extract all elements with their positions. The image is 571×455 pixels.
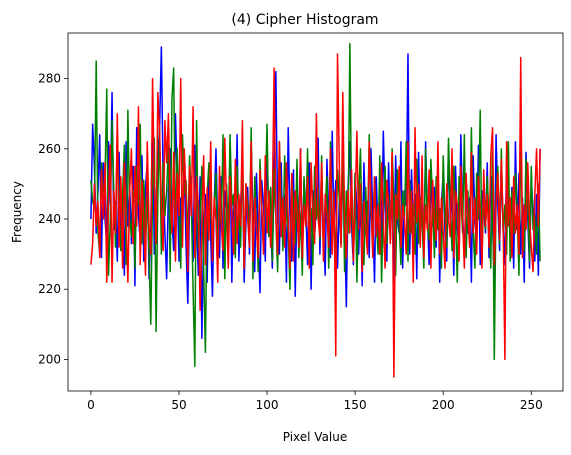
x-tick-label: 200 bbox=[432, 398, 455, 412]
y-tick-label: 260 bbox=[38, 142, 61, 156]
y-tick-label: 280 bbox=[38, 72, 61, 86]
y-axis-label: Frequency bbox=[10, 181, 24, 243]
x-tick-label: 50 bbox=[171, 398, 186, 412]
series-line-3 bbox=[90, 53, 541, 378]
x-tick-label: 250 bbox=[520, 398, 543, 412]
y-tick-label: 220 bbox=[38, 282, 61, 296]
y-axis-ticks: 200 220 240 260 280 bbox=[38, 72, 68, 366]
series-lines bbox=[90, 42, 541, 378]
y-tick-label: 240 bbox=[38, 212, 61, 226]
x-axis-ticks: 0 50 100 150 200 250 bbox=[87, 391, 543, 412]
x-tick-label: 150 bbox=[344, 398, 367, 412]
chart-title: (4) Cipher Histogram bbox=[231, 12, 378, 28]
x-tick-label: 100 bbox=[256, 398, 279, 412]
x-axis-label: Pixel Value bbox=[283, 430, 348, 444]
y-tick-label: 200 bbox=[38, 352, 61, 366]
plot-area-frame bbox=[67, 32, 564, 392]
x-tick-label: 0 bbox=[87, 398, 95, 412]
